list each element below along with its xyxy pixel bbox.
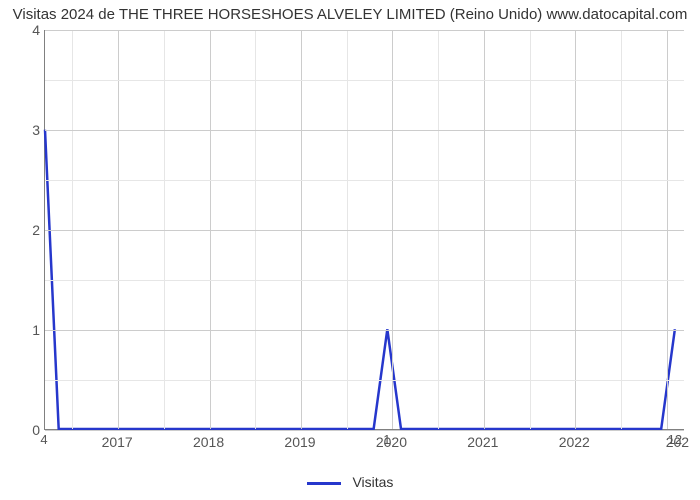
gridline-horizontal xyxy=(45,430,684,431)
chart-title: Visitas 2024 de THE THREE HORSESHOES ALV… xyxy=(0,6,700,23)
x-tick-label: 2017 xyxy=(102,434,133,450)
x-tick-label: 2020 xyxy=(376,434,407,450)
gridline-horizontal xyxy=(45,230,684,231)
gridline-horizontal xyxy=(45,130,684,131)
y-tick-label: 4 xyxy=(10,22,40,38)
gridline-horizontal xyxy=(45,30,684,31)
legend-swatch xyxy=(307,482,341,485)
y-tick-label: 2 xyxy=(10,222,40,238)
data-point-label: 1 xyxy=(383,432,390,447)
y-tick-label: 3 xyxy=(10,122,40,138)
legend-label: Visitas xyxy=(352,474,393,490)
y-tick-label: 1 xyxy=(10,322,40,338)
x-tick-label: 2022 xyxy=(559,434,590,450)
chart-container: Visitas 2024 de THE THREE HORSESHOES ALV… xyxy=(0,0,700,500)
data-point-label: 4 xyxy=(40,432,47,447)
plot-area xyxy=(44,30,684,430)
y-tick-label: 0 xyxy=(10,422,40,438)
x-tick-label: 2018 xyxy=(193,434,224,450)
legend: Visitas xyxy=(0,474,700,490)
x-tick-label: 2021 xyxy=(467,434,498,450)
gridline-horizontal xyxy=(45,280,684,281)
gridline-horizontal xyxy=(45,80,684,81)
gridline-horizontal xyxy=(45,180,684,181)
data-point-label: 12 xyxy=(668,432,682,447)
gridline-horizontal xyxy=(45,380,684,381)
gridline-horizontal xyxy=(45,330,684,331)
x-tick-label: 2019 xyxy=(284,434,315,450)
